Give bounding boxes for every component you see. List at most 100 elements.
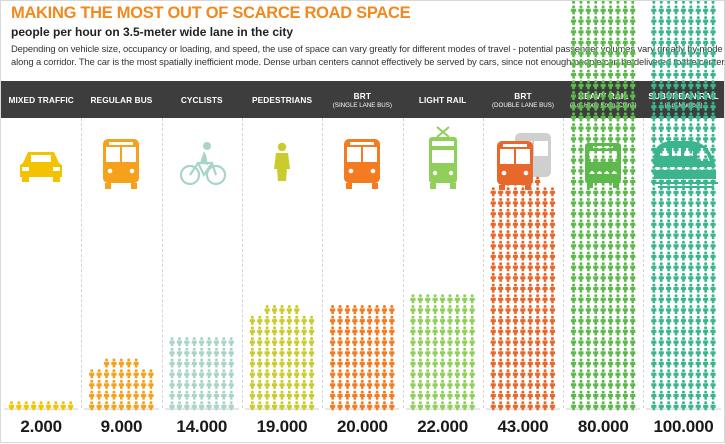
person-mark	[447, 390, 453, 400]
person-mark	[191, 390, 198, 400]
person-mark	[710, 5, 716, 15]
person-mark	[695, 69, 702, 79]
person-mark	[607, 262, 614, 272]
person-mark	[424, 369, 431, 379]
person-mark	[702, 5, 709, 15]
person-mark	[585, 251, 592, 261]
person-mark	[286, 347, 293, 357]
person-mark	[710, 369, 716, 379]
person-mark	[512, 337, 519, 347]
person-mark	[680, 187, 687, 197]
person-mark	[710, 123, 716, 133]
person-mark	[592, 315, 599, 325]
person-mark	[578, 91, 584, 100]
person-mark	[585, 401, 592, 411]
person-mark	[607, 155, 614, 165]
person-mark	[520, 230, 526, 240]
person-mark	[542, 369, 548, 379]
person-mark	[490, 379, 497, 389]
person-mark	[439, 390, 446, 400]
person-mark	[665, 91, 672, 100]
person-mark	[118, 379, 125, 389]
person-mark	[592, 69, 599, 79]
person-mark	[622, 37, 629, 47]
person-mark	[549, 305, 556, 314]
person-mark	[702, 1, 709, 4]
person-mark	[665, 112, 672, 122]
person-mark	[490, 305, 497, 314]
person-mark	[578, 326, 584, 336]
person-mark	[337, 390, 343, 400]
person-mark	[198, 379, 205, 389]
person-mark	[374, 369, 380, 379]
person-mark	[673, 294, 679, 304]
person-mark	[148, 401, 154, 411]
person-mark	[497, 315, 504, 325]
person-mark	[592, 58, 599, 68]
person-mark	[658, 272, 665, 282]
person-mark	[607, 347, 614, 357]
person-mark	[366, 379, 373, 389]
person-mark	[695, 283, 702, 293]
person-mark	[658, 283, 665, 293]
person-mark	[578, 315, 584, 325]
person-mark	[600, 1, 606, 4]
person-mark	[366, 315, 373, 325]
person-mark	[497, 251, 504, 261]
person-mark	[23, 401, 30, 411]
person-mark	[534, 294, 541, 304]
person-mark	[520, 401, 526, 411]
person-mark	[615, 80, 621, 90]
person-mark	[710, 230, 716, 240]
person-mark	[381, 358, 388, 368]
person-mark	[702, 262, 709, 272]
person-mark	[111, 401, 117, 411]
person-mark	[578, 5, 584, 15]
person-mark	[673, 26, 679, 36]
person-mark	[622, 262, 629, 272]
column-header-label: CYCLISTS	[180, 94, 223, 105]
person-mark	[542, 187, 548, 197]
person-mark	[658, 379, 665, 389]
person-mark	[658, 305, 665, 314]
person-mark	[600, 251, 606, 261]
person-mark	[578, 230, 584, 240]
person-mark	[673, 390, 679, 400]
person-mark	[264, 390, 270, 400]
person-mark	[578, 358, 584, 368]
person-mark	[228, 337, 235, 347]
column-divider	[81, 118, 83, 408]
person-mark	[688, 294, 694, 304]
person-mark	[658, 69, 665, 79]
person-mark	[424, 305, 431, 314]
person-mark	[629, 1, 636, 4]
person-mark	[140, 390, 147, 400]
person-mark	[622, 283, 629, 293]
person-mark	[67, 401, 74, 411]
person-mark	[592, 37, 599, 47]
person-mark	[366, 347, 373, 357]
person-mark	[570, 123, 577, 133]
person-mark	[607, 294, 614, 304]
person-mark	[447, 294, 453, 304]
person-mark	[592, 176, 599, 186]
person-mark	[578, 347, 584, 357]
person-mark	[512, 251, 519, 261]
person-mark	[447, 347, 453, 357]
person-mark	[176, 401, 183, 411]
person-mark	[520, 251, 526, 261]
column-header-brt-single: BRT (SINGLE LANE BUS)	[322, 81, 402, 118]
person-mark	[629, 379, 636, 389]
column-header-brt-double: BRT (DOUBLE LANE BUS)	[483, 81, 563, 118]
person-mark	[424, 347, 431, 357]
person-mark	[695, 187, 702, 197]
person-mark	[673, 219, 679, 229]
column-header-mixed-traffic: MIXED TRAFFIC	[1, 81, 81, 118]
person-mark	[600, 123, 606, 133]
person-mark	[585, 26, 592, 36]
person-mark	[629, 272, 636, 282]
person-mark	[133, 358, 139, 368]
person-mark	[673, 283, 679, 293]
person-mark	[688, 176, 694, 186]
person-mark	[497, 208, 504, 218]
